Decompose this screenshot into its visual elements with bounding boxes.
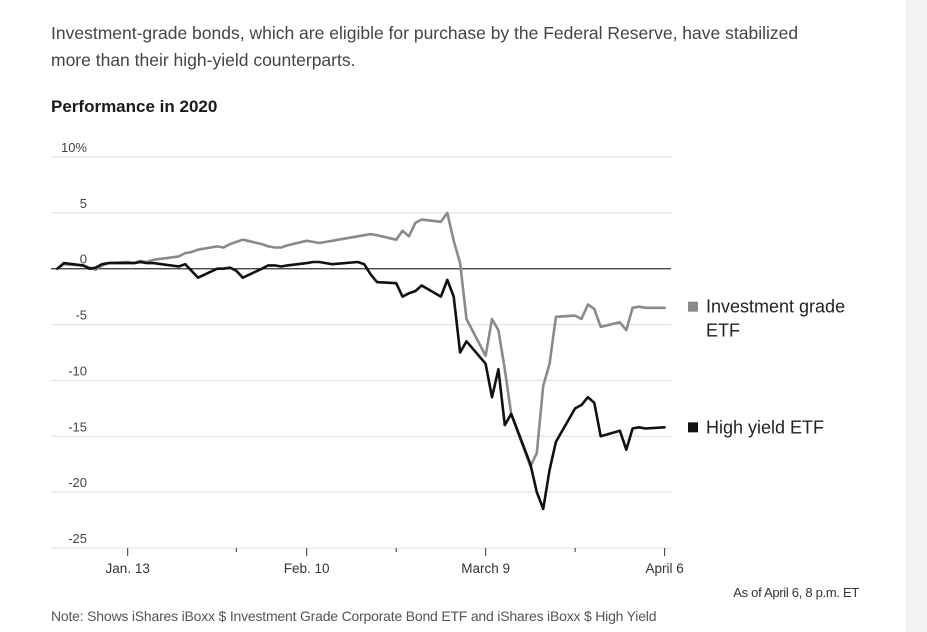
x-tick-label: March 9 [461, 561, 510, 576]
x-tick-label: Feb. 10 [284, 561, 330, 576]
source-note: Note: Shows iShares iBoxx $ Investment G… [51, 608, 657, 624]
grid-lines [51, 156, 671, 549]
legend-investment-grade-label: Investment grade [706, 297, 845, 317]
x-tick-label: April 6 [645, 561, 683, 576]
y-tick-label: -5 [75, 308, 87, 323]
legend-high-yield-label: High yield ETF [706, 417, 824, 437]
chart-panel [0, 0, 906, 632]
y-tick-label: 5 [80, 196, 87, 211]
legend-investment-grade-label: ETF [706, 321, 740, 341]
y-tick-label: -20 [68, 475, 87, 490]
y-tick-label: 0 [80, 252, 87, 267]
y-axis-labels: 10% 5 0 -5 -10 -15 -20 -25 [61, 140, 87, 546]
y-tick-label: 10% [61, 140, 87, 155]
y-tick-label: -15 [68, 419, 87, 434]
legend: Investment grade ETF High yield ETF [688, 297, 845, 437]
intro-text: Investment-grade bonds, which are eligib… [51, 23, 799, 70]
x-tick-label: Jan. 13 [106, 561, 150, 576]
line-chart: 10% 5 0 -5 -10 -15 -20 -25 Jan. 13 Feb. 10 March … [51, 140, 845, 576]
x-axis: Jan. 13 Feb. 10 March 9 April 6 [106, 548, 684, 576]
as-of-label: As of April 6, 8 p.m. ET [733, 585, 859, 600]
series-lines [56, 211, 666, 511]
legend-high-yield-swatch [688, 422, 698, 433]
investment-grade-line [56, 211, 666, 468]
high-yield-line [56, 260, 666, 511]
y-tick-label: -10 [68, 363, 87, 378]
chart-title: Performance in 2020 [51, 97, 218, 116]
y-tick-label: -25 [68, 531, 87, 546]
legend-investment-grade-swatch [688, 301, 698, 312]
